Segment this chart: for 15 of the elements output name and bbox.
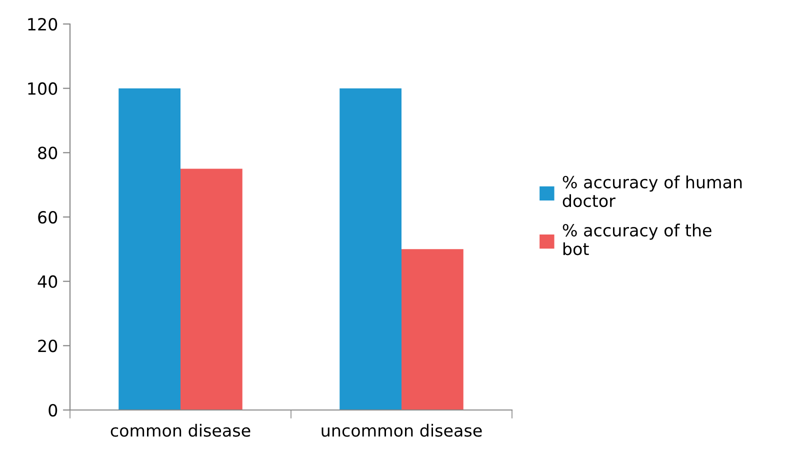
y-tick-label: 120 — [28, 18, 58, 31]
bar — [402, 249, 464, 410]
bar — [180, 168, 242, 410]
y-tick-label: 0 — [48, 404, 58, 417]
y-tick-label: 60 — [38, 210, 58, 224]
legend-label: % accuracy of human doctor — [562, 176, 742, 208]
bar — [340, 88, 402, 410]
y-tick-label: 40 — [38, 275, 58, 288]
bar — [118, 88, 180, 410]
x-tick-label: uncommon disease — [322, 424, 482, 437]
legend-label: % accuracy of the bot — [562, 224, 712, 256]
y-tick-label: 80 — [38, 146, 58, 160]
x-tick-label: common disease — [110, 424, 250, 437]
y-tick-label: 100 — [28, 82, 58, 95]
y-tick-label: 20 — [38, 340, 58, 352]
